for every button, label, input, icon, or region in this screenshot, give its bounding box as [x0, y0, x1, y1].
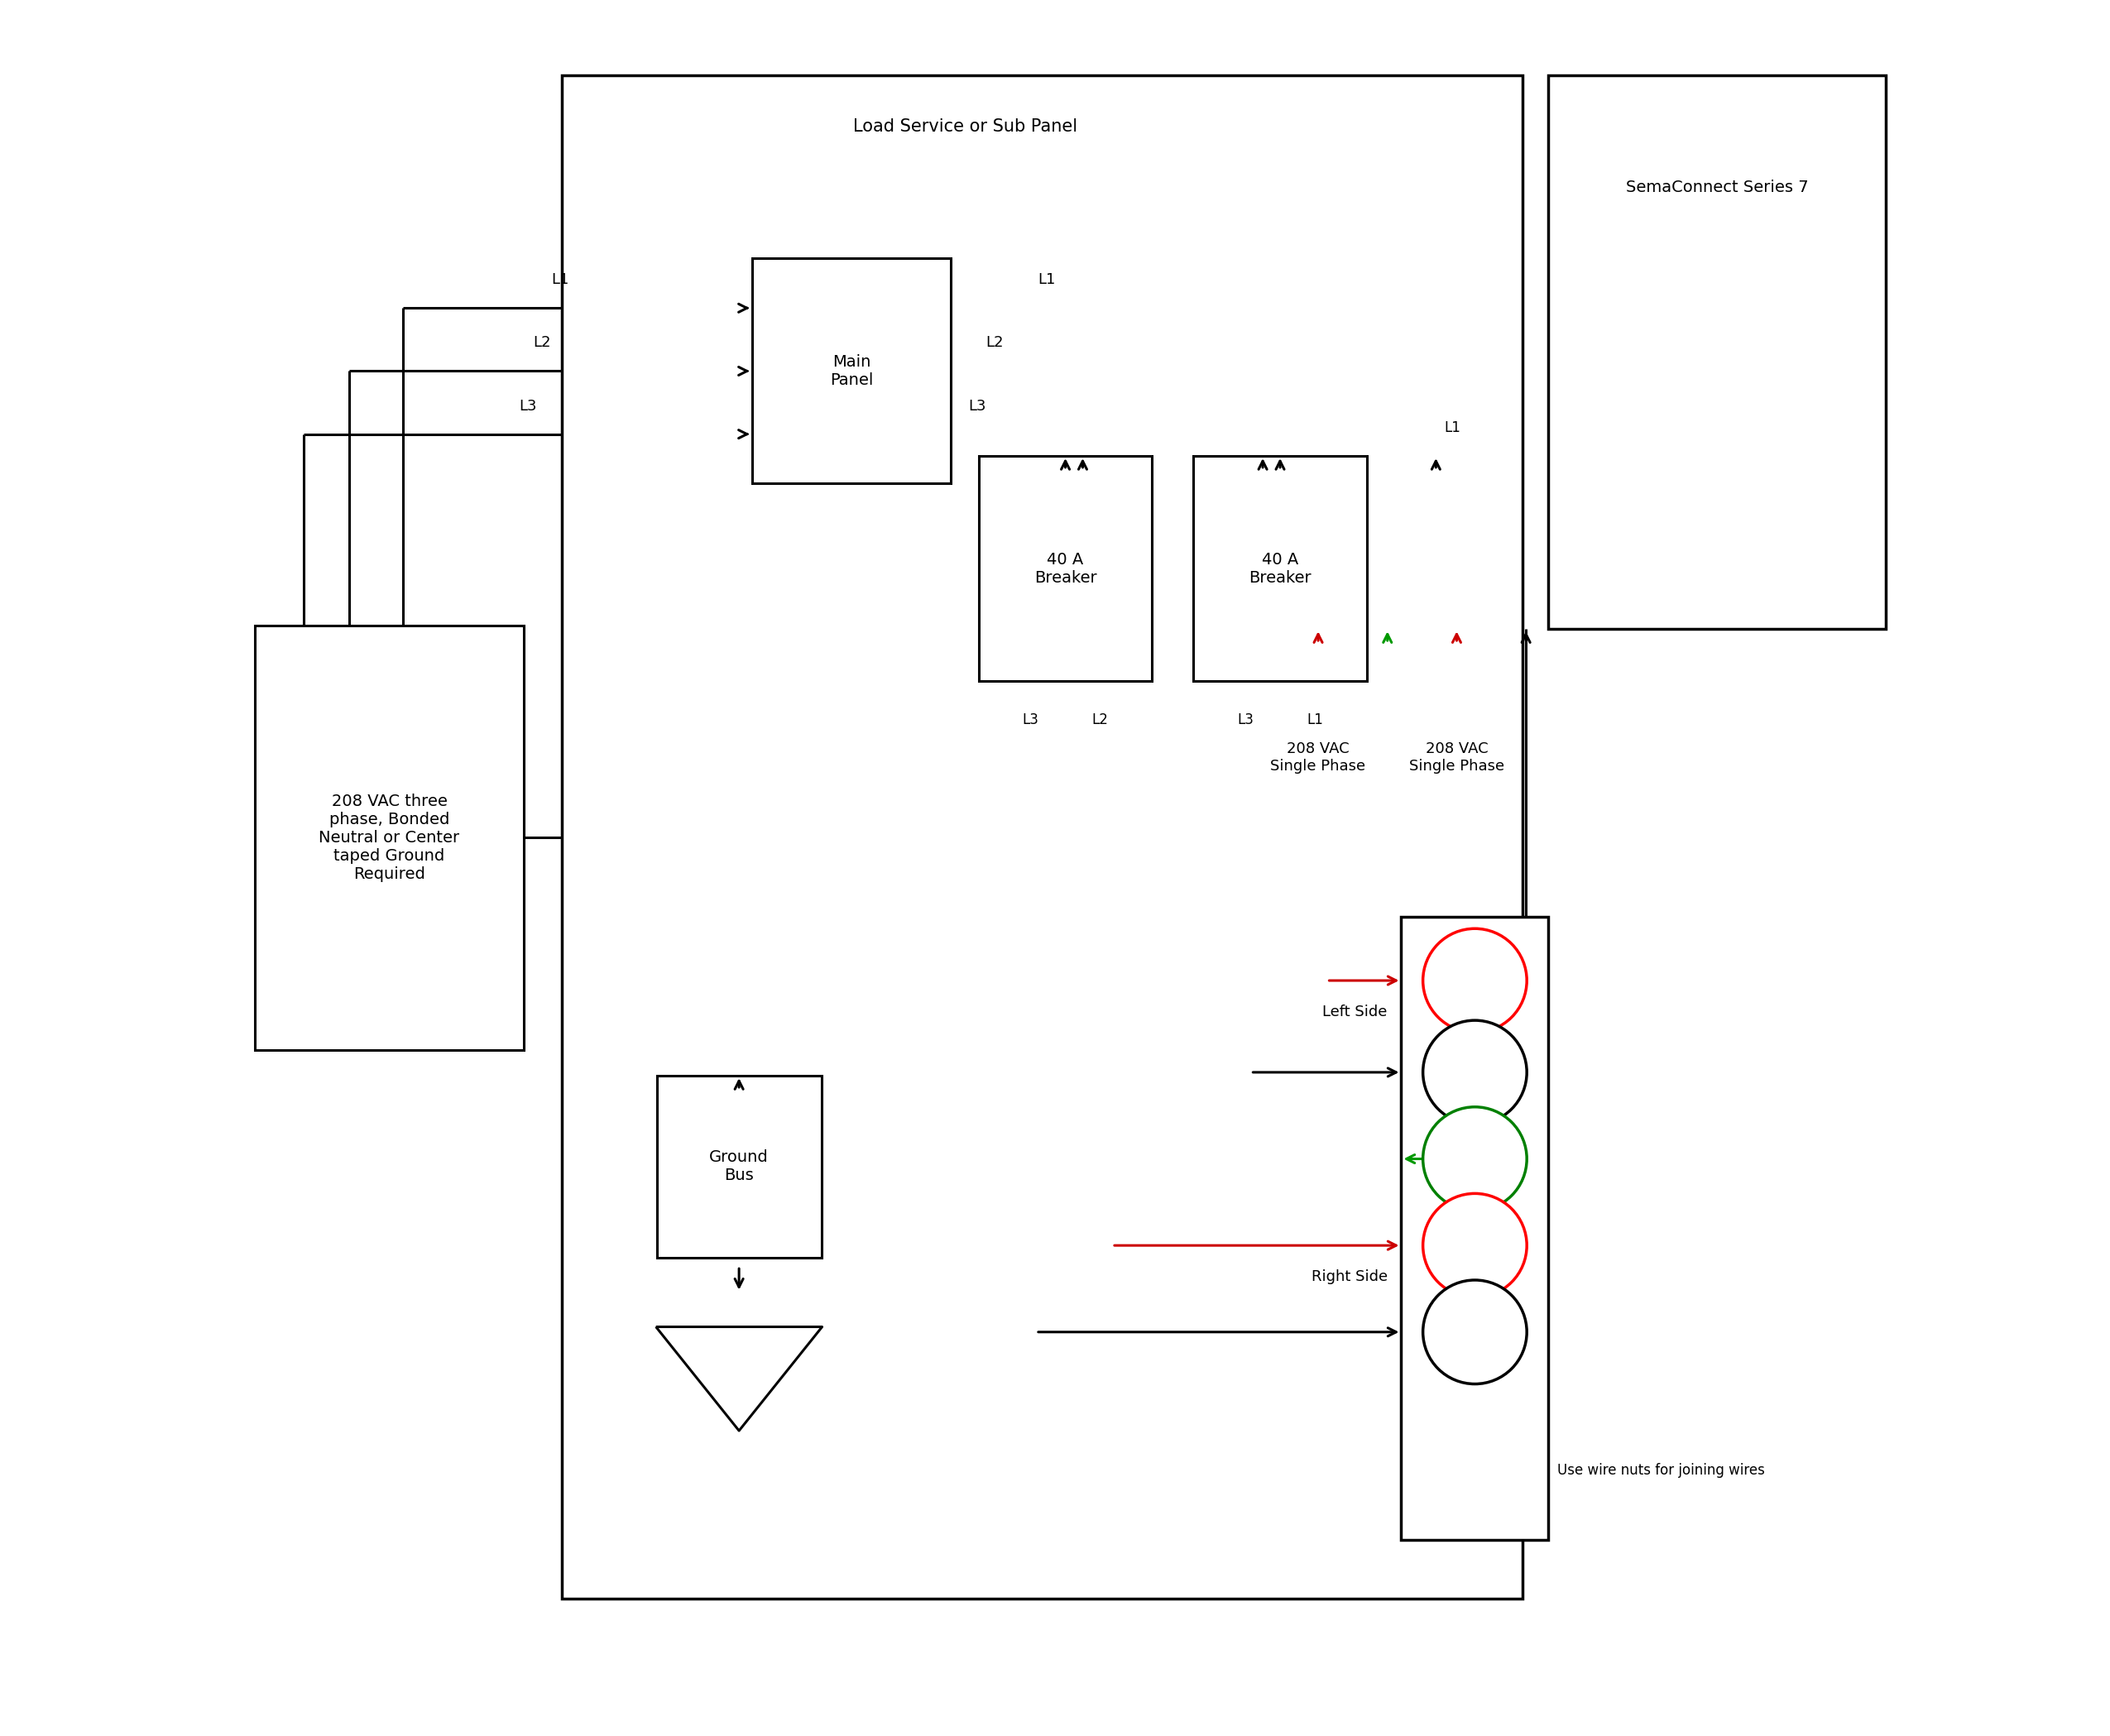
- Text: 208 VAC
Single Phase: 208 VAC Single Phase: [1270, 741, 1365, 774]
- Bar: [561, 75, 1523, 1599]
- Bar: [255, 625, 523, 1050]
- Text: Right Side: Right Side: [1310, 1269, 1388, 1285]
- Text: Left Side: Left Side: [1323, 1003, 1388, 1019]
- Text: L3: L3: [1023, 712, 1038, 727]
- Bar: [1549, 75, 1886, 628]
- Bar: [656, 1076, 821, 1257]
- Text: Main
Panel: Main Panel: [829, 354, 874, 389]
- Text: L1: L1: [551, 273, 570, 286]
- Text: L1: L1: [1038, 273, 1055, 286]
- Circle shape: [1422, 1108, 1528, 1210]
- Text: L2: L2: [985, 335, 1002, 351]
- Text: 40 A
Breaker: 40 A Breaker: [1249, 552, 1312, 585]
- Text: L2: L2: [1091, 712, 1108, 727]
- Circle shape: [1422, 1279, 1528, 1384]
- Text: L3: L3: [519, 399, 536, 413]
- Text: 208 VAC
Single Phase: 208 VAC Single Phase: [1409, 741, 1504, 774]
- Text: 40 A
Breaker: 40 A Breaker: [1034, 552, 1097, 585]
- Text: Ground
Bus: Ground Bus: [709, 1149, 768, 1184]
- Bar: [979, 457, 1152, 681]
- Bar: [1194, 457, 1367, 681]
- Text: Load Service or Sub Panel: Load Service or Sub Panel: [852, 118, 1078, 135]
- Text: 208 VAC three
phase, Bonded
Neutral or Center
taped Ground
Required: 208 VAC three phase, Bonded Neutral or C…: [319, 793, 460, 882]
- Text: L1: L1: [1306, 712, 1323, 727]
- Bar: [751, 259, 952, 484]
- Text: L3: L3: [968, 399, 985, 413]
- Text: L2: L2: [534, 335, 551, 351]
- Text: L1: L1: [1445, 420, 1460, 436]
- Text: SemaConnect Series 7: SemaConnect Series 7: [1627, 181, 1808, 196]
- Text: L3: L3: [1236, 712, 1253, 727]
- Text: Use wire nuts for joining wires: Use wire nuts for joining wires: [1557, 1463, 1764, 1477]
- Bar: [1401, 917, 1549, 1540]
- Circle shape: [1422, 1021, 1528, 1125]
- Circle shape: [1422, 929, 1528, 1033]
- Circle shape: [1422, 1194, 1528, 1297]
